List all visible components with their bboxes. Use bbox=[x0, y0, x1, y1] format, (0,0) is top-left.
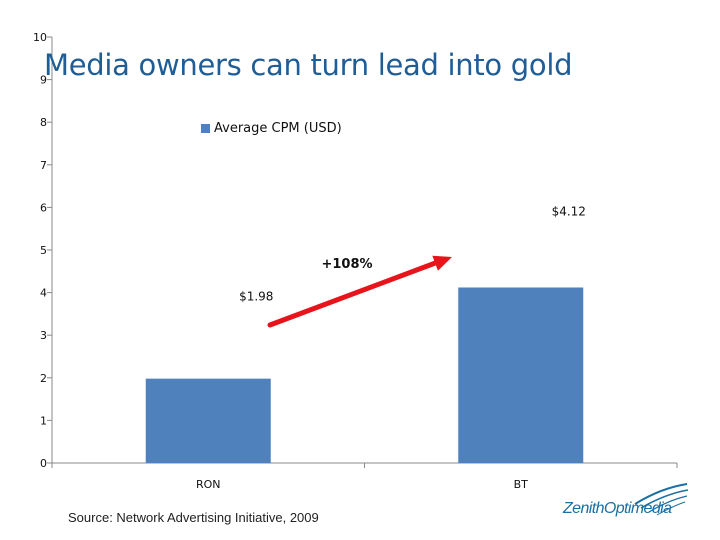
data-label: $4.12 bbox=[552, 204, 586, 218]
y-tick-label: 4 bbox=[40, 287, 47, 300]
legend-swatch bbox=[201, 124, 210, 133]
growth-label: +108% bbox=[321, 257, 372, 272]
data-labels: $1.98 $4.12 bbox=[239, 204, 586, 303]
y-tick-label: 5 bbox=[40, 244, 47, 257]
data-label: $1.98 bbox=[239, 290, 273, 304]
y-tick-label: 7 bbox=[40, 159, 47, 172]
y-tick-label: 8 bbox=[40, 116, 47, 129]
chart-title: Media owners can turn lead into gold bbox=[44, 48, 573, 82]
y-axis: 0 1 2 3 4 5 6 7 8 9 10 bbox=[33, 31, 53, 470]
y-tick-label: 9 bbox=[40, 74, 47, 87]
x-tick-label: RON bbox=[196, 478, 221, 491]
logo-swoosh-icon bbox=[634, 483, 689, 516]
category-labels: RON BT bbox=[196, 478, 528, 491]
zenithoptimedia-logo: ZenithOptimedia bbox=[561, 482, 691, 524]
y-tick-label: 2 bbox=[40, 372, 47, 385]
bar-ron bbox=[145, 378, 271, 463]
y-tick-label: 6 bbox=[40, 201, 47, 214]
y-tick-label: 0 bbox=[40, 457, 47, 470]
bars bbox=[145, 287, 584, 463]
legend: Average CPM (USD) bbox=[201, 121, 342, 136]
y-tick-label: 3 bbox=[40, 329, 47, 342]
x-tick-label: BT bbox=[514, 478, 529, 491]
source-note: Source: Network Advertising Initiative, … bbox=[68, 510, 319, 525]
legend-label: Average CPM (USD) bbox=[214, 121, 342, 136]
bar-bt bbox=[458, 287, 584, 463]
x-axis bbox=[51, 462, 678, 468]
y-tick-label: 1 bbox=[40, 414, 47, 427]
growth-arrow-head bbox=[432, 255, 452, 271]
growth-annotation: +108% bbox=[267, 255, 452, 328]
logo-text: ZenithOptimedia bbox=[563, 500, 672, 517]
growth-arrow-shaft bbox=[267, 259, 441, 328]
y-tick-label: 10 bbox=[33, 31, 47, 44]
